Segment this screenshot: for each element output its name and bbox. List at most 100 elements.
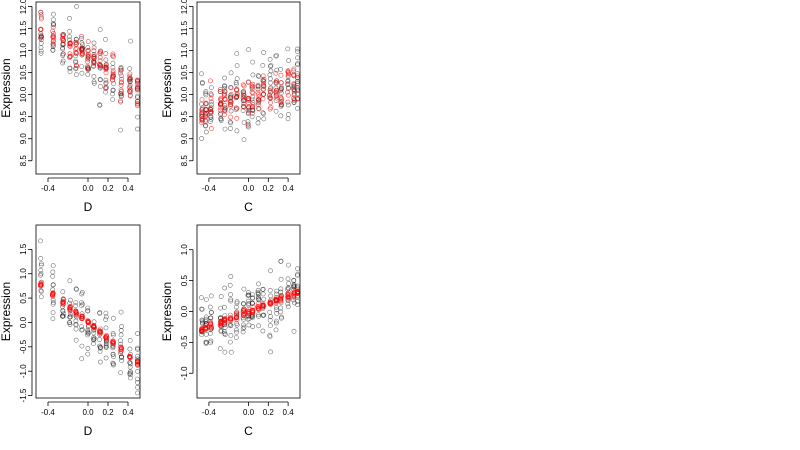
plot-4-observed-point — [207, 330, 213, 336]
plot-1-observed-point — [74, 4, 79, 9]
plot-2-fitted-point — [249, 83, 255, 89]
plot-1-y-tick-label: 9.0 — [19, 133, 28, 145]
plot-2-observed-point — [273, 98, 279, 103]
plot-3-observed-point — [79, 324, 84, 329]
plot-3-y-tick-label: 1.0 — [19, 268, 28, 280]
plot-2-fitted-point — [203, 101, 209, 107]
plot-4-fitted-point — [234, 309, 240, 315]
plot-4-fitted-point — [222, 320, 228, 325]
plot-2-observed-point — [240, 89, 246, 95]
plot-3-observed-point — [91, 330, 97, 336]
plot-1-fitted-point — [103, 85, 109, 91]
plot-2-x-axis-label: C — [244, 200, 253, 214]
plot-3-observed-point — [103, 317, 109, 322]
plot-3-y-tick-label: -0.5 — [19, 339, 28, 353]
plot-4-observed-point — [256, 297, 262, 303]
plot-3-fitted-point — [74, 312, 79, 318]
plot-1-y-tick-label: 12.0 — [19, 0, 28, 14]
plot-2-fitted-point — [250, 90, 256, 96]
plot-4-observed-point — [278, 276, 284, 282]
plot-1-fitted-point — [50, 28, 56, 34]
plot-2-fitted-point — [203, 107, 209, 113]
plot-1-fitted-point — [135, 85, 140, 91]
plot-3-fitted-point — [91, 323, 96, 329]
plot-3-observed-point — [85, 332, 90, 338]
plot-1-fitted-point — [38, 14, 44, 20]
plot-2-fitted-point — [228, 91, 234, 97]
plot-1-fitted-point — [91, 45, 97, 51]
plot-3-fitted-point — [118, 344, 124, 350]
plot-1-fitted-point — [79, 50, 85, 56]
plot-2-fitted-point — [207, 78, 213, 84]
plot-1-fitted-point — [117, 67, 123, 73]
plot-4-observed-point — [291, 278, 297, 283]
plot-1-fitted-point — [127, 71, 133, 77]
plot-1-observed-point — [97, 77, 103, 82]
plot-4-x-tick-label: -0.4 — [202, 408, 216, 417]
plot-4-fitted-point — [202, 325, 208, 331]
plot-2-fitted-point — [202, 106, 208, 112]
plot-1-fitted-point — [85, 51, 91, 57]
plot-3-observed-point — [50, 310, 56, 315]
plot-1-fitted-point — [38, 37, 44, 43]
plot-4-fitted-point — [208, 324, 213, 330]
plot-4-observed-point — [240, 326, 246, 332]
plot-1-observed-point — [135, 114, 140, 120]
plot-4-observed-point — [228, 349, 234, 355]
plot-4-x-axis-label: C — [244, 424, 253, 438]
plot-2-fitted-point — [228, 103, 233, 109]
plot-3-x-tick-label: 0.2 — [102, 408, 114, 417]
plot-4-observed-point — [234, 322, 240, 328]
plot-2-observed-point — [234, 128, 240, 134]
plot-4-fitted-point — [199, 329, 205, 334]
plot-2-observed-point — [260, 110, 266, 116]
plot-2-observed-point — [228, 108, 234, 114]
plot-2-fitted-point — [273, 70, 279, 76]
plot-1-observed-point — [60, 58, 66, 64]
plot-4-observed-point — [268, 349, 273, 355]
plot-4-fitted-point — [233, 315, 239, 321]
plot-4-x-tick-label: 0.4 — [283, 408, 295, 417]
plot-2-fitted-point — [222, 108, 228, 114]
plot-4-fitted-point — [278, 295, 284, 301]
plot-4-observed-point — [268, 314, 273, 319]
plot-1-fitted-point — [85, 64, 90, 70]
plot-2-observed-point — [286, 58, 291, 63]
plot-3-observed-point — [118, 370, 123, 375]
plot-1-fitted-point — [73, 42, 79, 47]
plot-2-observed-point — [250, 72, 256, 78]
plot-2-fitted-point — [261, 83, 267, 89]
plot-4-y-tick-label: 0.5 — [180, 274, 189, 286]
plot-3-fitted-point — [110, 339, 116, 345]
plot-2-fitted-point — [245, 96, 251, 102]
plot-4-observed-point — [285, 301, 291, 307]
plot-4-fitted-point — [208, 321, 214, 327]
plot-1-fitted-point — [97, 62, 102, 68]
plot-3-observed-point — [118, 341, 124, 347]
plot-1-fitted-point — [110, 68, 116, 74]
plot-3-observed-point — [135, 331, 140, 336]
plot-4-fitted-point — [292, 290, 298, 296]
plot-3-observed-point — [79, 343, 85, 349]
plot-4-y-axis-label: Expression — [160, 282, 174, 341]
plot-4-observed-point — [256, 323, 261, 329]
plot-2-fitted-point — [274, 78, 280, 84]
plot-1-fitted-point — [91, 59, 97, 65]
plot-2-observed-point — [285, 102, 291, 108]
plot-1-observed-point — [51, 11, 56, 17]
plot-4-observed-point — [227, 282, 233, 288]
plot-1-fitted-point — [118, 80, 124, 86]
plot-3-fitted-point — [60, 301, 66, 307]
plot-2-fitted-point — [203, 117, 208, 123]
plot-4-observed-point — [260, 291, 266, 297]
plot-1-observed-point — [85, 66, 90, 71]
plot-2-observed-point — [273, 108, 279, 114]
plot-2-y-tick-label: 9.0 — [180, 133, 189, 145]
plot-4-observed-point — [199, 306, 204, 312]
plot-1-fitted-point — [61, 37, 66, 43]
plot-4-observed-point — [291, 328, 297, 334]
plot-4-observed-point — [250, 315, 255, 320]
plot-4-observed-point — [222, 349, 228, 355]
plot-4-observed-point — [268, 268, 273, 274]
plot-1-observed-point — [73, 66, 78, 72]
